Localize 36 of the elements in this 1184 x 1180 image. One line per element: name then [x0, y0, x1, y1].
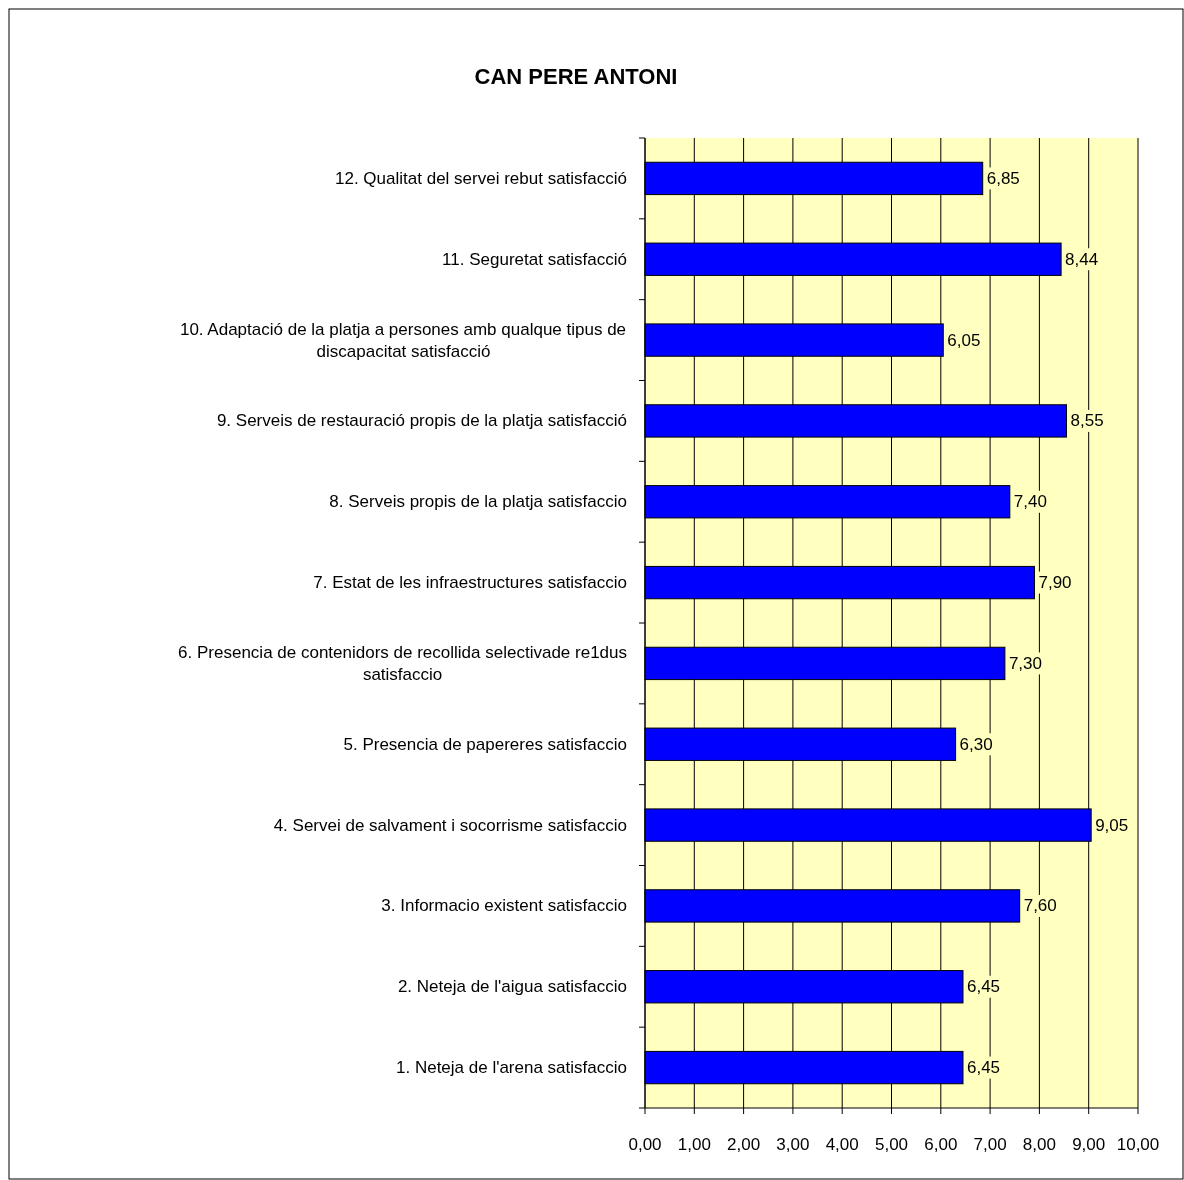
- y-tick-label: 5. Presencia de papereres satisfaccio: [343, 734, 627, 754]
- data-label: 8,44: [1065, 249, 1099, 269]
- x-tick-label: 7,00: [973, 1135, 1007, 1154]
- data-label: 7,90: [1038, 573, 1072, 593]
- data-label: 6,30: [959, 734, 993, 754]
- chart-title: CAN PERE ANTONI: [474, 64, 678, 89]
- y-tick-label: 6. Presencia de contenidors de recollida selectivade re1dus satisfaccio: [178, 642, 628, 684]
- x-tick-label: 5,00: [874, 1135, 909, 1154]
- y-tick-label: 7. Estat de les infraestructures satisfaccio: [313, 573, 627, 593]
- x-tick-label: 6,00: [924, 1135, 958, 1154]
- x-tick-label: 2,00: [727, 1135, 761, 1154]
- data-label: 7,60: [1023, 896, 1057, 916]
- y-tick-label: 10. Adaptació de la platja a persones amb qualque tipus de discapacitat satisfacció: [179, 319, 627, 361]
- x-tick-label: 3,00: [776, 1135, 810, 1154]
- x-tick-label: 1,00: [677, 1135, 711, 1154]
- y-tick-label: 4. Servei de salvament i socorrisme satisfaccio: [273, 815, 627, 835]
- data-label: 6,45: [966, 1058, 1001, 1078]
- x-tick-label: 0,00: [628, 1135, 662, 1154]
- y-tick-label: 2. Neteja de l'aigua satisfaccio: [397, 977, 627, 997]
- data-label: 6,85: [986, 168, 1020, 188]
- data-label: 9,05: [1095, 815, 1129, 835]
- y-tick-label: 11. Seguretat satisfacció: [442, 249, 627, 269]
- data-label: 6,45: [966, 977, 1001, 997]
- data-label: 7,40: [1013, 492, 1047, 512]
- y-tick-label: 9. Serveis de restauració propis de la platja satisfacció: [216, 411, 627, 431]
- x-tick-label: 8,00: [1022, 1135, 1056, 1154]
- x-tick-label: 10,00: [1116, 1135, 1160, 1154]
- y-tick-label: 3. Informacio existent satisfaccio: [381, 896, 627, 916]
- y-tick-label: 12. Qualitat del servei rebut satisfacció: [335, 168, 627, 188]
- data-label: 6,05: [947, 330, 981, 350]
- y-tick-label: 1. Neteja de l'arena satisfaccio: [396, 1058, 627, 1078]
- y-tick-label: 8. Serveis propis de la platja satisfaccio: [329, 492, 627, 512]
- x-tick-label: 9,00: [1072, 1135, 1106, 1154]
- data-label: 7,30: [1008, 653, 1042, 673]
- x-tick-label: 4,00: [825, 1135, 859, 1154]
- data-label: 8,55: [1070, 411, 1104, 431]
